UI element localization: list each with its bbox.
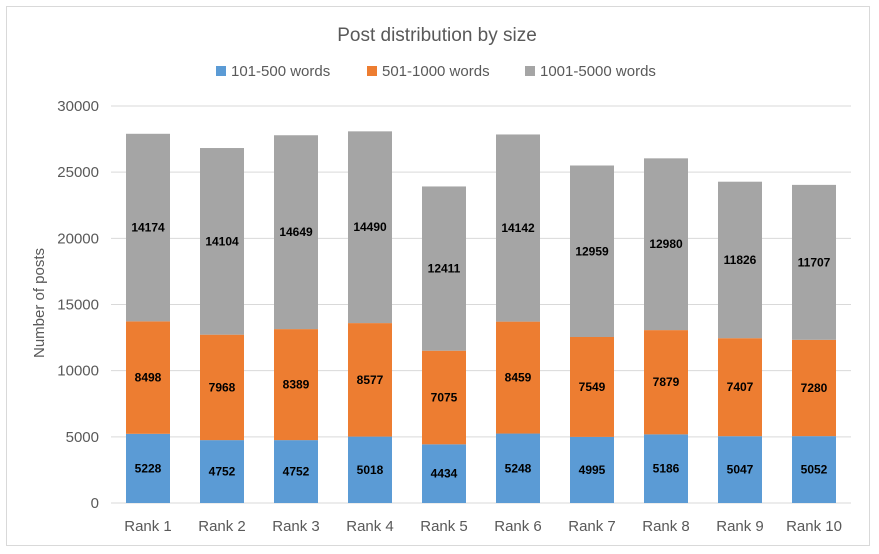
bar-segment [496,321,540,434]
y-axis-ticks: 0 5000 10000 15000 20000 25000 30000 [57,98,99,512]
x-tick-label: Rank 5 [420,518,468,535]
chart-title: Post distribution by size [337,25,537,46]
data-label: 12959 [575,244,609,258]
y-tick-label: 20000 [57,230,99,247]
x-tick-label: Rank 10 [786,518,842,535]
data-labels: 5228 8498 14174 4752 7968 14104 4752 8389 14649 5… [131,220,830,480]
x-tick-label: Rank 3 [272,518,320,535]
data-label: 5052 [801,463,828,477]
data-label: 14174 [131,221,165,235]
data-label: 12411 [428,262,461,276]
data-label: 5186 [653,462,680,476]
bar-segment [792,184,836,340]
bar-segment [792,436,836,503]
data-label: 4995 [579,463,606,477]
bar-segment [644,158,688,331]
bar-segment [274,440,318,503]
bar-segment [348,323,392,437]
bar-segment [200,148,244,335]
x-axis-ticks: Rank 1 Rank 2 Rank 3 Rank 4 Rank 5 Rank 6 Rank… [124,518,842,535]
bar-segment [718,338,762,437]
data-label: 4752 [209,465,236,479]
data-label: 7549 [579,380,606,394]
bar-segment [200,334,244,441]
data-label: 7280 [801,381,828,395]
data-label: 5248 [505,461,532,475]
bar-segment [126,321,170,434]
data-label: 5047 [727,463,754,477]
bar-segment [496,433,540,503]
bar-segment [422,350,466,445]
y-tick-label: 25000 [57,164,99,181]
data-label: 8577 [357,373,384,387]
legend-label: 1001-5000 words [540,63,656,80]
bar-segment [570,165,614,338]
data-label: 4434 [431,467,458,481]
bar-segment [718,181,762,339]
x-tick-label: Rank 7 [568,518,616,535]
data-label: 7407 [727,380,754,394]
y-tick-label: 0 [91,495,99,512]
bar-segment [126,433,170,503]
legend-swatch [367,66,377,76]
x-tick-label: Rank 4 [346,518,394,535]
bar-segment [348,131,392,324]
x-tick-label: Rank 9 [716,518,764,535]
data-label: 5018 [357,463,384,477]
data-label: 11707 [798,255,831,269]
legend-swatch [216,66,226,76]
data-label: 5228 [135,461,162,475]
bar-segment [422,186,466,351]
bar-segment [348,436,392,503]
data-label: 14490 [353,220,387,234]
data-label: 14142 [501,221,535,235]
bar-segment [644,434,688,503]
legend-label: 501-1000 words [382,63,490,80]
bar-segment [570,436,614,503]
data-label: 14649 [279,225,313,239]
x-tick-label: Rank 8 [642,518,690,535]
bar-segment [792,339,836,437]
legend-label: 101-500 words [231,63,330,80]
bars [126,131,836,503]
legend: 101-500 words 501-1000 words 1001-5000 wor… [216,63,656,80]
data-label: 7968 [209,380,236,394]
x-tick-label: Rank 1 [124,518,172,535]
legend-swatch [525,66,535,76]
data-label: 14104 [205,234,239,248]
data-label: 8459 [505,371,532,385]
bar-segment [422,444,466,503]
bar-segment [570,337,614,437]
bar-segment [644,330,688,435]
data-label: 7075 [431,391,458,405]
bar-segment [126,133,170,322]
x-tick-label: Rank 6 [494,518,542,535]
y-axis-label: Number of posts [31,248,48,358]
data-label: 8498 [135,371,162,385]
bar-segment [274,329,318,441]
data-label: 4752 [283,465,310,479]
x-tick-label: Rank 2 [198,518,246,535]
data-label: 7879 [653,375,680,389]
y-tick-label: 30000 [57,98,99,115]
y-tick-label: 15000 [57,297,99,314]
y-tick-label: 5000 [66,429,99,446]
bar-segment [718,436,762,503]
data-label: 8389 [283,378,310,392]
bar-segment [200,440,244,503]
data-label: 11826 [724,253,757,267]
bar-segment [496,134,540,322]
y-tick-label: 10000 [57,363,99,380]
data-label: 12980 [649,237,683,251]
bar-segment [274,135,318,330]
